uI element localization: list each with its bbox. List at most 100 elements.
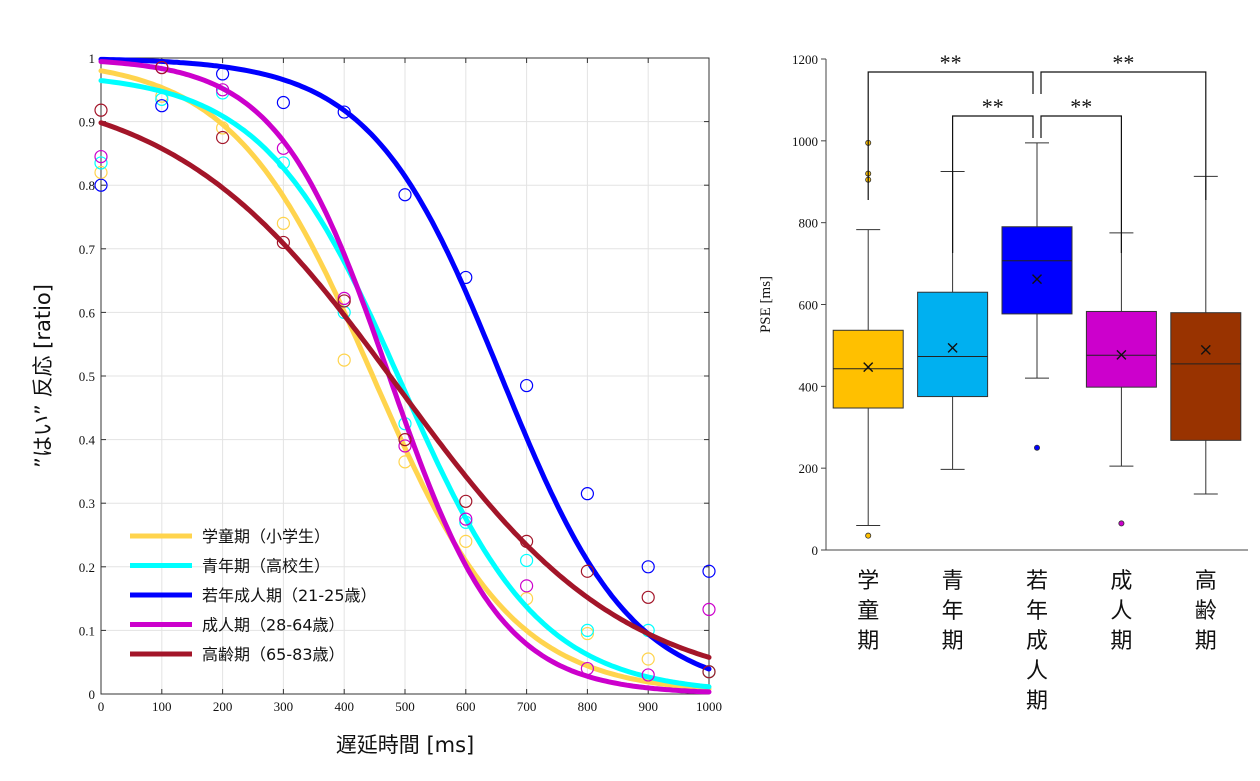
legend-label: 成人期（28-64歳） [202,616,345,635]
y-tick-label: 0.3 [79,496,95,511]
y-tick-label: 0.2 [79,560,95,575]
data-point [398,455,412,469]
outlier-point [1118,520,1125,527]
legend-label: 若年成人期（21-25歳） [202,586,377,605]
data-point [459,512,473,526]
y-tick-label: 0.7 [79,242,96,257]
x-tick-label: 700 [517,699,537,714]
data-point [459,494,473,508]
data-point [641,668,655,682]
data-point [94,165,108,180]
x-tick-label: 800 [578,699,598,714]
x-tick-label: 900 [638,699,658,714]
data-point [94,156,108,170]
x-tick-label: 200 [213,699,233,714]
x-tick-label: 600 [456,699,476,714]
data-point [398,188,412,202]
data-point [702,564,716,578]
significance-label: ** [982,94,1004,119]
data-point [216,121,230,135]
y-tick-label: 0 [89,687,96,702]
mean-marker [1116,349,1127,360]
fit-curve [98,120,712,660]
data-point [459,270,473,285]
data-point [155,99,169,113]
plot-frame [100,57,710,695]
data-point [337,105,351,119]
fit-curve [98,59,712,695]
y-tick-label: 400 [799,379,819,394]
data-point [216,67,230,81]
data-point [276,141,290,155]
data-point [580,564,595,578]
data-point [641,652,655,666]
data-point [580,661,595,676]
category-label-char: 童 [857,599,879,624]
significance-label: ** [1112,50,1134,75]
y-tick-label: 0.6 [79,305,96,320]
mean-marker [1032,274,1042,285]
category-label-char: 成 [1110,569,1132,594]
data-point [702,665,716,679]
fit-curve [98,56,712,672]
category-label-char: 人 [1110,599,1132,624]
y-tick-label: 200 [799,461,819,476]
y-tick-label: 0.4 [79,433,96,448]
y-axis-label: PSE [ms] [758,276,774,333]
category-label-char: 青 [942,569,964,594]
data-point [276,235,290,250]
y-tick-label: 1200 [792,52,818,67]
y-tick-label: 800 [799,216,819,231]
category-label-char: 齢 [1195,599,1217,624]
data-point [398,439,412,453]
y-tick-label: 1 [89,51,96,66]
y-tick-label: 0.8 [79,178,95,193]
data-point [519,534,534,548]
data-point [641,560,655,574]
data-point [94,149,108,164]
category-label-char: 期 [1026,689,1048,714]
significance-bracket [952,115,1034,253]
category-label-char: 年 [1026,599,1048,624]
legend-label: 学童期（小学生） [202,527,330,546]
category-label-char: 高 [1195,569,1217,594]
category-label-char: 若 [1026,569,1048,594]
data-point [519,579,534,593]
mean-marker [947,342,958,353]
significance-label: ** [1070,94,1092,119]
category-label-char: 期 [1195,629,1217,654]
x-tick-label: 400 [334,699,354,714]
significance-bracket [1040,115,1122,253]
mean-marker [863,362,874,373]
data-point [459,534,473,548]
data-point [519,378,534,393]
significance-bracket [1040,71,1207,200]
y-tick-label: 600 [799,298,819,313]
category-label-char: 期 [942,629,964,654]
significance-label: ** [940,50,962,75]
data-point [459,515,473,529]
data-point [155,60,169,75]
data-point [702,602,716,617]
category-label-char: 人 [1026,659,1048,684]
mean-marker [1200,344,1211,355]
y-tick-label: 0.1 [79,623,95,638]
outlier-point [865,532,872,539]
fit-curve [98,78,712,690]
category-label-char: 年 [942,599,964,624]
legend-label: 高齢期（65-83歳） [202,645,345,664]
box [1170,312,1242,441]
box [917,291,989,398]
y-axis-label: ”はい” 反応 [ratio] [31,284,55,468]
x-tick-label: 0 [98,699,105,714]
data-point [398,433,412,447]
data-point [276,156,290,170]
data-point [216,130,230,145]
y-tick-label: 0 [812,543,819,558]
data-point [337,294,351,308]
data-point [276,216,290,230]
category-label-char: 期 [857,629,879,654]
data-point [276,95,290,110]
